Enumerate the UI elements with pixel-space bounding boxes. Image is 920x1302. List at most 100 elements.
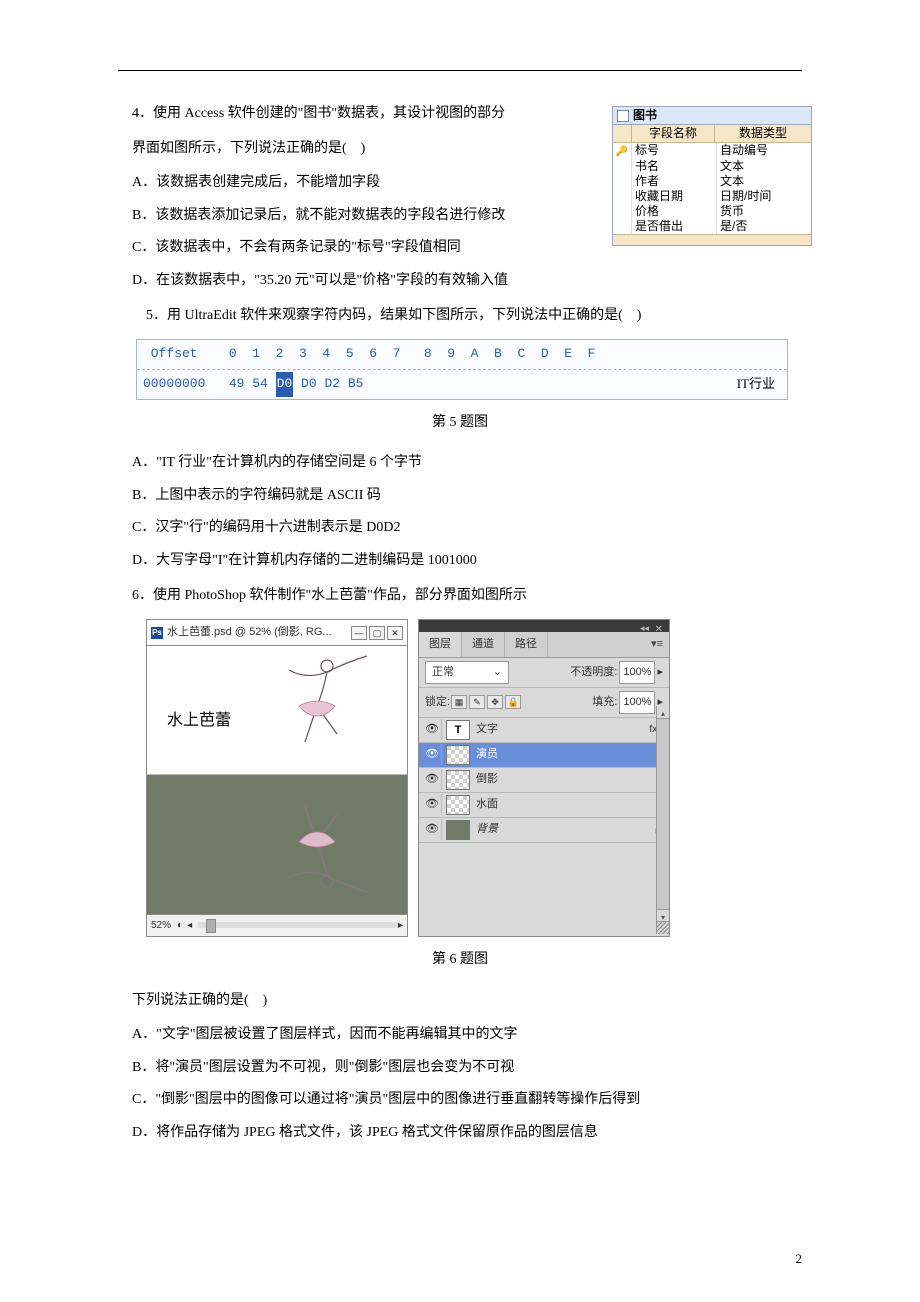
ps-zoom: 52% [151,916,171,935]
ps-canvas: 水上芭蕾 [147,646,407,914]
hex-bytes-after: D0 D2 B5 [293,372,363,397]
lock-label: 锁定: [425,692,450,713]
nav-icon: ◐ [177,916,183,935]
top-rule [118,70,802,71]
canvas-text: 水上芭蕾 [167,706,231,736]
tab-layers[interactable]: 图层 [419,632,462,657]
page-number: 2 [796,1247,803,1272]
ps-document-window: Ps 水上芭蕾.psd @ 52% (倒影, RG... — ▢ ✕ 水上芭蕾 [146,619,408,937]
visibility-icon[interactable]: 👁 [423,744,442,765]
ps-slider[interactable] [198,922,398,928]
layer-thumb: T [446,720,470,740]
q5-opt-a: A．"IT 行业"在计算机内的存储空间是 6 个字节 [132,450,802,477]
layer-row[interactable]: 👁 倒影 [419,768,669,793]
access-table-figure: 图书 字段名称 数据类型 🔑标号自动编号书名文本作者文本收藏日期日期/时间价格货… [612,106,812,246]
hex-bytes-before: 49 54 [229,372,276,397]
access-row: 是否借出是/否 [613,219,811,234]
access-field-type: 文本 [717,159,811,174]
panel-topbar: ◂◂ ✕ [419,620,669,632]
access-field-type: 日期/时间 [717,189,811,204]
access-row: 书名文本 [613,159,811,174]
q5-caption: 第 5 题图 [118,410,802,437]
panel-row-blend: 正常⌄ 不透明度: 100% ▸ [419,658,669,688]
lock-icons[interactable]: ▦✎✥🔒 [450,692,522,713]
q6-opt-d: D．将作品存储为 JPEG 格式文件，该 JPEG 格式文件保留原作品的图层信息 [132,1120,802,1147]
q4-opt-d: D．在该数据表中，"35.20 元"可以是"价格"字段的有效输入值 [132,268,802,295]
access-field-type: 是/否 [717,219,811,234]
q6-opt-b: B．将"演员"图层设置为不可视，则"倒影"图层也会变为不可视 [132,1055,802,1082]
access-field-type: 文本 [717,174,811,189]
panel-scrollbar[interactable]: ▴ ▾ [656,706,669,934]
access-rows: 🔑标号自动编号书名文本作者文本收藏日期日期/时间价格货币是否借出是/否 [613,143,811,234]
q6-below: 下列说法正确的是( ) [132,988,802,1015]
visibility-icon[interactable]: 👁 [423,819,442,840]
layers-list: 👁T文字fx ▾👁演员☐👁倒影👁水面👁背景🔒 [419,718,669,843]
hex-byte-highlight: D0 [276,372,294,397]
layer-name: 演员 [476,744,498,765]
layers-panel: ◂◂ ✕ 图层 通道 路径 ▾≡ 正常⌄ 不透明度: 100% ▸ 锁定: [418,619,670,937]
visibility-icon[interactable]: 👁 [423,769,442,790]
access-row: 作者文本 [613,174,811,189]
ultraedit-figure: Offset 0 1 2 3 4 5 6 7 8 9 A B C D E F 0… [136,339,788,399]
dancer-down [257,776,377,896]
panel-collapse-icon[interactable]: ◂◂ [640,620,649,637]
opacity-slider-icon[interactable]: ▸ [657,662,663,683]
tab-channels[interactable]: 通道 [462,632,505,657]
ps-doc-titlebar: Ps 水上芭蕾.psd @ 52% (倒影, RG... — ▢ ✕ [147,620,407,646]
opacity-value[interactable]: 100% [619,661,655,684]
blend-mode-select[interactable]: 正常⌄ [425,661,509,684]
fill-value[interactable]: 100% [619,691,655,714]
fill-label: 填充: [592,692,617,713]
minimize-button[interactable]: — [351,626,367,640]
maximize-button[interactable]: ▢ [369,626,385,640]
layer-row[interactable]: 👁背景🔒 [419,818,669,843]
hex-header: Offset 0 1 2 3 4 5 6 7 8 9 A B C D E F [137,340,787,370]
hex-right-text: IT行业 [737,372,781,397]
opacity-label: 不透明度: [570,662,617,683]
access-field-name: 价格 [632,204,717,219]
q5-opt-b: B．上图中表示的字符编码就是 ASCII 码 [132,483,802,510]
access-bottom-strip [613,234,811,245]
access-titlebar: 图书 [613,107,811,125]
access-header-row: 字段名称 数据类型 [613,125,811,143]
hex-body: 00000000 49 54 D0 D0 D2 B5 IT行业 [137,370,787,399]
close-button[interactable]: ✕ [387,626,403,640]
panel-close-icon[interactable]: ✕ [655,620,663,639]
layer-row[interactable]: 👁 水面 [419,793,669,818]
access-table-title: 图书 [633,108,657,123]
layer-thumb [446,820,470,840]
layer-thumb [446,745,470,765]
layer-thumb [446,770,470,790]
q5-text: 5．用 UltraEdit 软件来观察字符内码，结果如下图所示，下列说法中正确的… [146,303,802,330]
layer-name: 倒影 [476,769,498,790]
access-field-name: 书名 [632,159,717,174]
visibility-icon[interactable]: 👁 [423,794,442,815]
layer-name: 水面 [476,794,498,815]
ps-app-icon: Ps [151,627,163,639]
ps-doc-title-text: 水上芭蕾.psd @ 52% (倒影, RG... [167,622,332,643]
access-row: 🔑标号自动编号 [613,143,811,159]
access-field-name: 是否借出 [632,219,717,234]
q6-opt-a: A．"文字"图层被设置了图层样式，因而不能再编辑其中的文字 [132,1022,802,1049]
layer-row[interactable]: 👁演员☐ [419,743,669,768]
q5-opt-d: D．大写字母"I"在计算机内存储的二进制编码是 1001000 [132,548,802,575]
table-icon [617,110,629,122]
layer-row[interactable]: 👁T文字fx ▾ [419,718,669,743]
access-head-type: 数据类型 [715,125,811,142]
access-row: 收藏日期日期/时间 [613,189,811,204]
panel-row-lock: 锁定: ▦✎✥🔒 填充: 100% ▸ [419,688,669,718]
q5-opt-c: C．汉字"行"的编码用十六进制表示是 D0D2 [132,515,802,542]
access-head-field: 字段名称 [632,125,715,142]
visibility-icon[interactable]: 👁 [423,719,442,740]
hex-addr: 00000000 [143,372,205,397]
layer-thumb [446,795,470,815]
access-field-type: 自动编号 [717,143,811,159]
layer-name: 文字 [476,719,498,740]
access-field-type: 货币 [717,204,811,219]
access-field-name: 收藏日期 [632,189,717,204]
access-field-name: 作者 [632,174,717,189]
access-field-name: 标号 [632,143,717,159]
tab-paths[interactable]: 路径 [505,632,548,657]
ps-status-bar: 52% ◐ ◂ ▸ [147,914,407,936]
dancer-up [257,652,377,772]
